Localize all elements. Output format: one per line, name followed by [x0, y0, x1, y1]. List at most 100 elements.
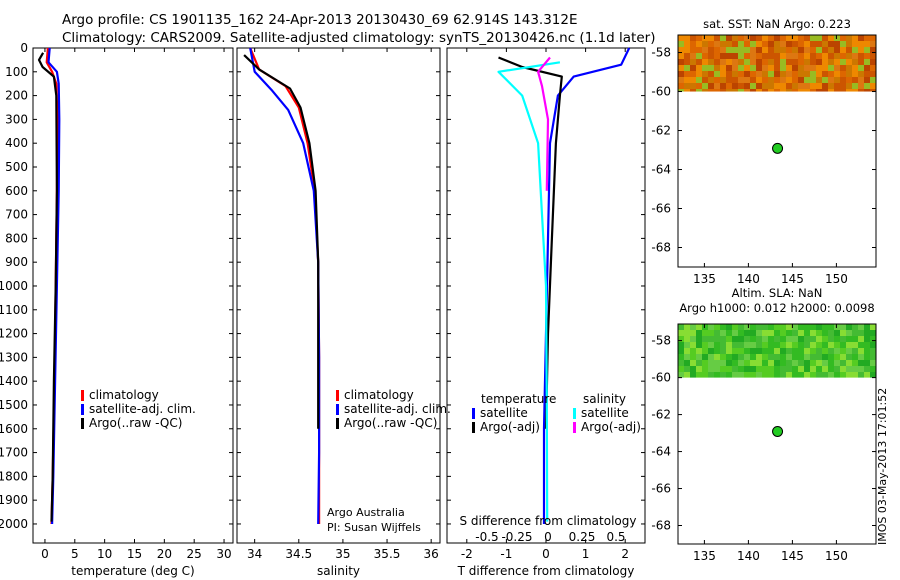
map-cell — [732, 71, 738, 77]
map-cell — [846, 366, 852, 372]
x-tick-label: 150 — [825, 272, 848, 286]
x-tick-label: -2 — [461, 547, 473, 561]
map-cell — [840, 324, 846, 330]
map-cell — [732, 366, 738, 372]
map-cell — [732, 41, 738, 47]
map-cell — [870, 360, 876, 366]
map-cell — [708, 336, 714, 342]
map-cell — [822, 330, 828, 336]
map-cell — [834, 372, 840, 378]
map-cell — [828, 372, 834, 378]
series-line-1 — [498, 56, 563, 429]
y-tick-label: -68 — [651, 241, 671, 255]
map-cell — [858, 41, 864, 47]
map-cell — [864, 336, 870, 342]
map-cell — [846, 348, 852, 354]
map-cell — [828, 71, 834, 77]
map-cell — [738, 83, 744, 89]
map-cell — [738, 360, 744, 366]
map-cell — [822, 324, 828, 330]
map-cell — [708, 372, 714, 378]
credit-line2: PI: Susan Wijffels — [327, 521, 421, 534]
map-cell — [846, 330, 852, 336]
map-cell — [696, 354, 702, 360]
map-cell — [726, 53, 732, 59]
map-cell — [864, 360, 870, 366]
map-cell — [846, 41, 852, 47]
map-cell — [774, 354, 780, 360]
map-cell — [858, 324, 864, 330]
map-cell — [774, 366, 780, 372]
map-cell — [870, 35, 876, 41]
map-cell — [786, 47, 792, 53]
map-cell — [864, 71, 870, 77]
map-cell — [768, 83, 774, 89]
map-cell — [858, 366, 864, 372]
map-cell — [864, 372, 870, 378]
x-tick-label: 145 — [781, 549, 804, 563]
map-cell — [720, 89, 726, 92]
map-cell — [732, 59, 738, 65]
map-cell — [720, 65, 726, 71]
map-cell — [690, 342, 696, 348]
map-cell — [870, 83, 876, 89]
panel-temperature: 0 5 10 15 20 25 300100200300400500600700800900… — [0, 41, 234, 578]
map-cell — [822, 47, 828, 53]
map-cell — [744, 47, 750, 53]
map-cell — [864, 366, 870, 372]
map-cell — [840, 342, 846, 348]
map-cell — [780, 348, 786, 354]
map-cell — [822, 342, 828, 348]
legend-label: Argo(..raw -QC) — [89, 416, 182, 430]
map-cell — [702, 41, 708, 47]
map-cell — [858, 330, 864, 336]
map-cell — [690, 47, 696, 53]
map-cell — [720, 330, 726, 336]
map-cell — [732, 89, 738, 92]
map-cell — [738, 330, 744, 336]
map-cell — [690, 348, 696, 354]
map-cell — [762, 348, 768, 354]
top-x-tick-label: -0.5 — [475, 530, 498, 544]
map-cell — [786, 348, 792, 354]
map-cell — [864, 65, 870, 71]
map-cell — [720, 59, 726, 65]
map-cell — [810, 336, 816, 342]
x-tick-label: 0 — [41, 547, 49, 561]
map-cell — [762, 71, 768, 77]
timestamp-stamp: IMOS 03-May-2013 17:01:52 — [876, 387, 889, 545]
map-cell — [792, 354, 798, 360]
map-cell — [858, 89, 864, 92]
map-cell — [858, 53, 864, 59]
map-cell — [696, 324, 702, 330]
map-cell — [852, 324, 858, 330]
map-cell — [696, 330, 702, 336]
map-cell — [822, 53, 828, 59]
map-cell — [732, 35, 738, 41]
map-cell — [684, 65, 690, 71]
map-cell — [834, 65, 840, 71]
map-cell — [714, 354, 720, 360]
x-tick-label: 20 — [157, 547, 172, 561]
figure-title-line2: Climatology: CARS2009. Satellite-adjuste… — [62, 30, 656, 46]
map-cell — [822, 336, 828, 342]
map-cell — [762, 360, 768, 366]
map-cell — [834, 47, 840, 53]
map-cell — [774, 53, 780, 59]
map-cell — [852, 65, 858, 71]
map-cell — [690, 360, 696, 366]
map-cell — [774, 360, 780, 366]
y-tick-label: -66 — [651, 482, 671, 496]
map-cell — [720, 47, 726, 53]
map-cell — [756, 336, 762, 342]
map-cell — [804, 77, 810, 83]
map-cell — [786, 59, 792, 65]
map-cell — [846, 372, 852, 378]
map-cell — [840, 330, 846, 336]
map-cell — [732, 336, 738, 342]
map-cell — [750, 342, 756, 348]
map-cell — [822, 41, 828, 47]
map-cell — [768, 77, 774, 83]
map-cell — [744, 336, 750, 342]
map-cell — [792, 77, 798, 83]
